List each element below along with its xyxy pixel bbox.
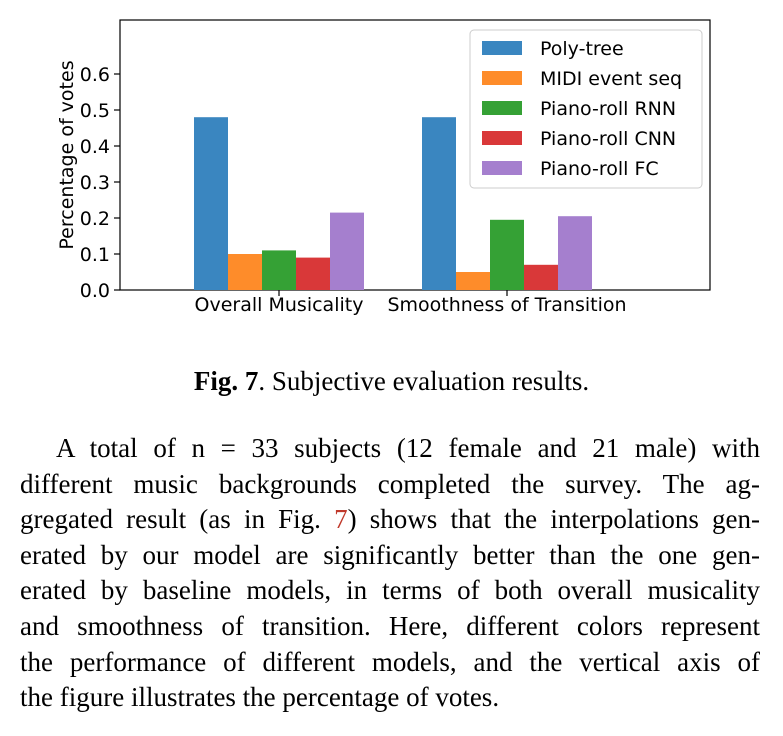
y-tick-label: 0.2 <box>80 208 110 230</box>
y-tick-label: 0.6 <box>80 64 110 86</box>
legend-entry: Piano-roll CNN <box>540 128 676 150</box>
legend-entry: Piano-roll FC <box>540 158 659 180</box>
y-axis-label: Percentage of votes <box>56 60 78 249</box>
y-tick-label: 0.4 <box>80 136 110 158</box>
y-tick-label: 0.0 <box>80 280 110 302</box>
legend-swatch <box>482 41 522 55</box>
x-axis: Overall Musicality Smoothness of Transiti… <box>195 290 627 316</box>
paragraph-line: the performance of different models, and… <box>20 646 760 677</box>
body-paragraph: A total of n = 33 subjects (12 female an… <box>20 431 760 716</box>
paragraph-line: different music backgrounds completed th… <box>20 468 760 499</box>
bar <box>228 254 262 290</box>
figure-reference-link[interactable]: 7 <box>334 504 348 535</box>
figure-caption: Fig. 7. Subjective evaluation results. <box>0 366 783 397</box>
paragraph-line-start: gregated result (as in Fig. <box>20 504 335 535</box>
x-tick-label: Overall Musicality <box>195 294 364 316</box>
paragraph-line: and smoothness of transition. Here, diff… <box>20 610 760 641</box>
bars-group <box>194 117 592 290</box>
y-tick-label: 0.3 <box>80 172 110 194</box>
bar <box>330 212 364 290</box>
legend-box <box>469 29 703 189</box>
legend-swatch <box>482 161 522 175</box>
legend-swatch <box>482 101 522 115</box>
y-tick-label: 0.5 <box>80 100 110 122</box>
y-axis: 0.0 0.1 0.2 0.3 0.4 0.5 0.6 <box>80 64 120 302</box>
legend-entry: Poly-tree <box>540 38 624 60</box>
paragraph-line: A total of n = 33 subjects (12 female an… <box>56 433 760 463</box>
bar-chart: 0.0 0.1 0.2 0.3 0.4 0.5 0.6 Overall Musicality… <box>56 19 711 316</box>
x-tick-label: Smoothness of Transition <box>387 294 626 316</box>
bar <box>456 272 490 290</box>
figure-label: Fig. 7 <box>193 366 259 396</box>
paragraph-line: gregated result (as in Fig. 7) shows tha… <box>20 502 760 538</box>
legend-entry: MIDI event seq <box>540 68 682 90</box>
paragraph-line: erated by our model are significantly be… <box>20 539 760 570</box>
bar <box>296 257 330 290</box>
legend-swatch <box>482 71 522 85</box>
paragraph-line: erated by baseline models, in terms of b… <box>20 575 760 606</box>
figure-caption-text: . Subjective evaluation results. <box>258 366 590 396</box>
legend-entry: Piano-roll RNN <box>540 98 676 120</box>
bar <box>524 264 558 290</box>
legend: Poly-tree MIDI event seq Piano-roll RNN Pia… <box>469 29 703 189</box>
paragraph-line: the figure illustrates the percentage of… <box>20 682 500 713</box>
y-tick-label: 0.1 <box>80 244 110 266</box>
paragraph-line-end: ) shows that the interpolations gen- <box>347 504 760 535</box>
bar <box>490 219 524 290</box>
bar <box>194 117 228 290</box>
bar <box>422 117 456 290</box>
bar <box>262 250 296 290</box>
bar <box>558 216 592 290</box>
legend-swatch <box>482 131 522 145</box>
